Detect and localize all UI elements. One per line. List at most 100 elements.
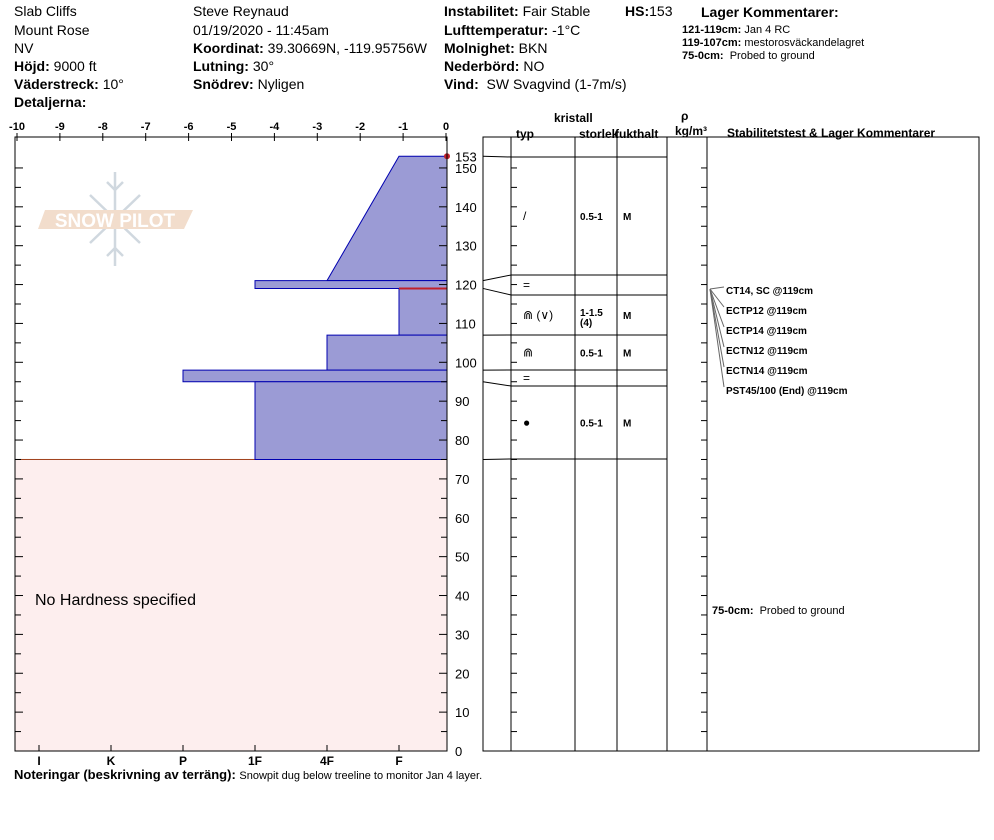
elevation-value: 9000 ft <box>53 58 97 74</box>
layer-connector <box>482 287 512 296</box>
slope-value: 30° <box>252 58 275 74</box>
hardness-plot-frame <box>14 136 448 752</box>
stability-test: PST45/100 (End) @119cm <box>726 386 848 397</box>
hardness-layer <box>326 334 448 371</box>
hardness-tick-label: K <box>107 754 116 768</box>
datetime: 01/19/2020 - 11:45am <box>193 22 329 38</box>
aspect-value: 10° <box>102 76 124 92</box>
details-label: Detaljerna: <box>14 94 87 110</box>
height-tick-label: 110 <box>455 316 476 331</box>
bottom-comment: 75-0cm: Probed to ground <box>712 605 845 617</box>
grain-size: 1-1.5 <box>580 308 603 319</box>
coord-label: Koordinat: <box>193 40 264 56</box>
stability-test: ECTN14 @119cm <box>726 366 808 377</box>
temp-tick-label: 0 <box>443 121 449 133</box>
temp-tick-label: -6 <box>184 121 194 133</box>
snow-pilot-logo: SNOW PILOT <box>38 172 193 266</box>
layer-connector <box>482 155 512 158</box>
sky-label: Molnighet: <box>444 40 515 56</box>
layer-comment-text: Probed to ground <box>729 50 815 62</box>
wind: Vind: SW Svagvind (1-7m/s) <box>444 76 627 92</box>
table-headers: kristall typ storlek fukthalt ρ kg/m³ St… <box>516 109 935 141</box>
logo-text: SNOW PILOT <box>55 211 176 232</box>
height-tick-label: 140 <box>455 200 477 215</box>
observer: Steve Reynaud <box>193 3 289 19</box>
grain-size: 0.5-1 <box>580 212 603 223</box>
drift-label: Snödrev: <box>193 76 254 92</box>
height-tick-label: 120 <box>455 278 477 293</box>
hardness-tick-label: 1F <box>248 754 262 768</box>
footer-notes: Noteringar (beskrivning av terräng): Sno… <box>14 767 482 782</box>
elevation-label: Höjd: <box>14 58 50 74</box>
header-crystal: kristall <box>554 111 593 125</box>
header-density: kg/m³ <box>675 124 707 138</box>
temp-tick-label: -5 <box>227 121 237 133</box>
layer-comment: 119-107cm: mestorosväckandelagret <box>682 37 864 49</box>
drift-value: Nyligen <box>257 76 305 92</box>
height-top-label: 153 <box>455 149 477 164</box>
layer-comment-text: Jan 4 RC <box>744 24 791 36</box>
drift: Snödrev: Nyligen <box>193 76 304 92</box>
precip: Nederbörd: NO <box>444 58 544 74</box>
layer-comment-text: mestorosväckandelagret <box>744 37 865 49</box>
moisture: M <box>623 311 631 322</box>
sky-value: BKN <box>518 40 548 56</box>
instability-value: Fair Stable <box>522 3 591 19</box>
grain-type: = <box>523 278 530 292</box>
sky: Molnighet: BKN <box>444 40 547 56</box>
instability: Instabilitet: Fair Stable <box>444 3 590 19</box>
grain-size: 0.5-1 <box>580 419 603 430</box>
moisture: M <box>623 349 631 360</box>
grain-type: = <box>523 371 530 385</box>
stability-arrow <box>709 288 725 388</box>
header-stability: Stabilitetstest & Lager Kommentarer <box>727 126 935 140</box>
height-tick-label: 90 <box>455 394 469 409</box>
wind-value: SW Svagvind (1-7m/s) <box>486 76 627 92</box>
moisture: M <box>623 212 631 223</box>
precip-label: Nederbörd: <box>444 58 520 74</box>
stability-arrow <box>709 288 725 328</box>
temp-tick-label: -3 <box>312 121 322 133</box>
stability-arrow <box>709 288 725 348</box>
no-hardness-region <box>14 458 448 752</box>
height-tick-label: 30 <box>455 627 469 642</box>
hardness-tick-label: I <box>37 754 40 768</box>
height-tick-label: 60 <box>455 511 469 526</box>
moisture: M <box>623 419 631 430</box>
location: Slab Cliffs <box>14 3 77 19</box>
grain-type: / <box>523 209 527 223</box>
temp-tick-label: -4 <box>270 121 281 133</box>
range: Mount Rose <box>14 22 90 38</box>
stability-test: ECTN12 @119cm <box>726 346 808 357</box>
airtemp-label: Lufttemperatur: <box>444 22 549 38</box>
temp-tick-label: -2 <box>355 121 365 133</box>
no-hardness-label: No Hardness specified <box>35 592 196 609</box>
grain-size: 0.5-1 <box>580 349 603 360</box>
height-tick-label: 80 <box>455 433 469 448</box>
hardness-layer <box>254 280 448 289</box>
stability-test: ECTP14 @119cm <box>726 326 807 337</box>
airtemp-value: -1°C <box>552 22 581 38</box>
layer-comment-range: 119-107cm: <box>682 37 742 49</box>
state: NV <box>14 40 34 56</box>
temp-tick-label: -1 <box>398 121 408 133</box>
details: Detaljerna: <box>14 94 86 110</box>
height-tick-label: 40 <box>455 589 469 604</box>
coordinates: Koordinat: 39.30669N, -119.95756W <box>193 40 427 56</box>
temp-tick-label: -9 <box>55 121 65 133</box>
hardness-layer <box>398 287 448 336</box>
grain-type: ⋒ <box>523 346 533 360</box>
temp-tick-label: -8 <box>98 121 108 133</box>
air-temp: Lufttemperatur: -1°C <box>444 22 580 38</box>
grain-size-count: (4) <box>580 318 592 329</box>
footer-label: Noteringar (beskrivning av terräng): <box>14 767 236 782</box>
height-tick-label: 150 <box>455 161 477 176</box>
wind-label: Vind: <box>444 76 479 92</box>
height-tick-label: 20 <box>455 666 469 681</box>
elevation: Höjd: 9000 ft <box>14 58 96 74</box>
aspect-label: Väderstreck: <box>14 76 99 92</box>
hs: HS:153 <box>625 3 672 19</box>
hardness-layer <box>326 155 448 282</box>
bottom-comment-range: 75-0cm: <box>712 605 754 617</box>
